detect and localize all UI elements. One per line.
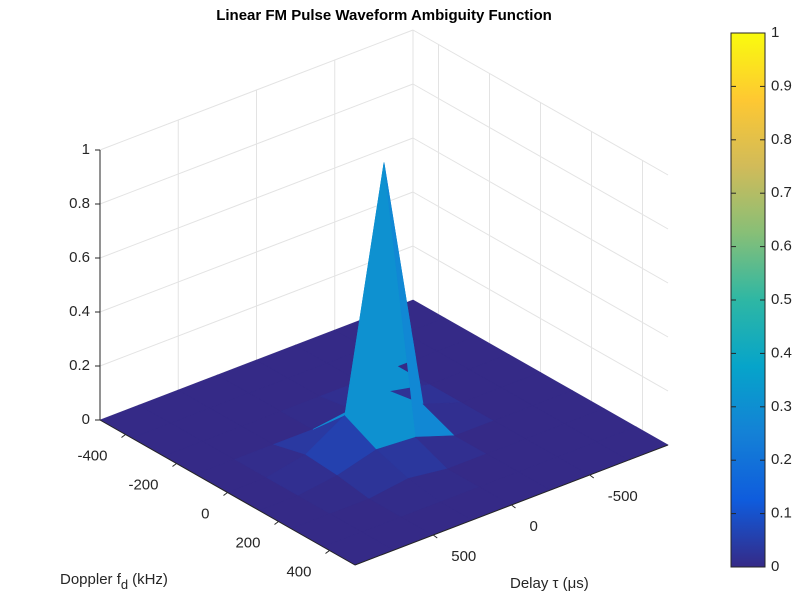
colorbar-tick-label: 0.2	[771, 451, 792, 468]
delay-tick-label: -500	[608, 488, 638, 505]
delay-axis-label: Delay τ (μs)	[510, 575, 589, 592]
label-subscript: d	[121, 577, 128, 592]
doppler-tick-label: -200	[128, 476, 158, 493]
colorbar-tick-label: 0.7	[771, 184, 792, 201]
colorbar-tick-label: 1	[771, 24, 779, 41]
tick-mark	[511, 504, 516, 509]
colorbar-tick-label: 0.4	[771, 344, 792, 361]
label-part: (kHz)	[132, 571, 168, 588]
doppler-axis-label: Doppler fd (kHz)	[60, 571, 168, 592]
delay-tick-label: 0	[530, 518, 538, 535]
z-tick-label: 0.4	[69, 303, 90, 320]
doppler-tick-label: -400	[77, 447, 107, 464]
tick-mark	[121, 434, 126, 438]
doppler-tick-label: 0	[201, 505, 209, 522]
colorbar-tick-label: 0.3	[771, 398, 792, 415]
delay-tick-label: 500	[451, 548, 476, 565]
z-tick-label: 0.6	[69, 249, 90, 266]
tick-mark	[589, 474, 595, 479]
colorbar-tick-label: 0.6	[771, 238, 792, 255]
colorbar	[730, 32, 766, 568]
z-tick-label: 0	[82, 411, 90, 428]
colorbar-tick-label: 0.1	[771, 505, 792, 522]
z-tick-label: 0.2	[69, 357, 90, 374]
tick-mark	[432, 534, 438, 539]
colorbar-tick-label: 0	[771, 558, 779, 575]
chart-title: Linear FM Pulse Waveform Ambiguity Funct…	[216, 7, 552, 24]
doppler-tick-label: 400	[286, 563, 311, 580]
tick-mark	[274, 521, 279, 525]
doppler-tick-label: 200	[235, 534, 260, 551]
label-part: Doppler f	[60, 571, 122, 588]
colorbar-tick-label: 0.8	[771, 131, 792, 148]
tick-mark	[172, 463, 177, 467]
tick-mark	[325, 550, 330, 554]
tick-mark	[223, 492, 228, 496]
colorbar-tick-label: 0.5	[771, 291, 792, 308]
colorbar-tick-label: 0.9	[771, 77, 792, 94]
z-tick-label: 1	[82, 141, 90, 158]
z-tick-label: 0.8	[69, 195, 90, 212]
